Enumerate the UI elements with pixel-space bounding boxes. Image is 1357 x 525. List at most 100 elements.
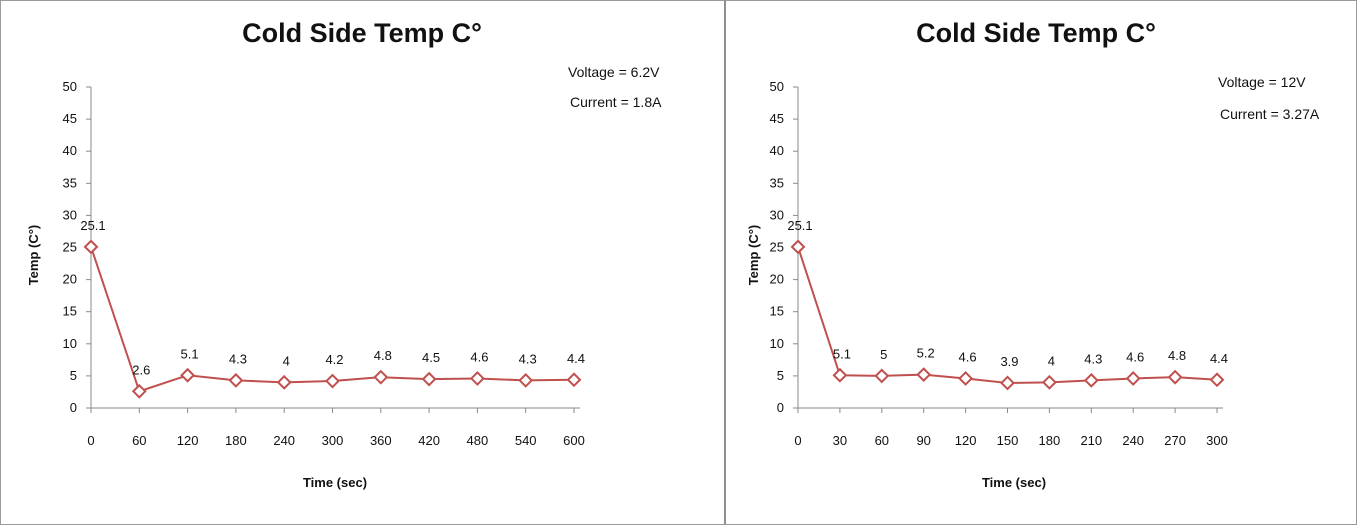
data-label: 4	[1048, 353, 1055, 368]
x-tick-label: 270	[1164, 433, 1186, 448]
x-tick-label: 480	[467, 433, 489, 448]
x-tick-label: 150	[997, 433, 1019, 448]
chart-title: Cold Side Temp C°	[916, 18, 1156, 48]
data-point-marker	[180, 367, 196, 383]
data-label: 4.8	[1168, 348, 1186, 363]
x-tick-label: 90	[916, 433, 930, 448]
x-axis-label: Time (sec)	[303, 475, 367, 490]
data-point-marker	[421, 371, 437, 387]
y-tick-label: 15	[770, 304, 784, 319]
panel-divider	[724, 0, 726, 525]
x-tick-label: 360	[370, 433, 392, 448]
y-tick-label: 50	[63, 79, 77, 94]
y-tick-label: 5	[70, 368, 77, 383]
x-tick-label: 240	[1122, 433, 1144, 448]
voltage-annotation: Voltage = 6.2V	[568, 64, 660, 80]
x-tick-label: 60	[132, 433, 146, 448]
data-label: 25.1	[787, 218, 812, 233]
data-point-marker	[1209, 372, 1225, 388]
data-point-marker	[373, 369, 389, 385]
data-point-marker	[325, 373, 340, 389]
data-point-marker	[832, 367, 848, 383]
y-tick-label: 0	[70, 400, 77, 415]
chart-right: Cold Side Temp C° Voltage = 12V Current …	[746, 18, 1320, 490]
data-point-marker	[1083, 372, 1099, 388]
data-point-marker	[1000, 375, 1015, 391]
data-point-marker	[566, 372, 582, 388]
data-point-marker	[1041, 374, 1057, 390]
x-tick-label: 600	[563, 433, 585, 448]
y-tick-label: 0	[777, 400, 784, 415]
y-tick-label: 50	[770, 79, 784, 94]
data-label: 4.4	[1210, 351, 1228, 366]
x-tick-label: 120	[177, 433, 199, 448]
data-label: 3.9	[1000, 354, 1018, 369]
y-tick-label: 40	[770, 143, 784, 158]
x-tick-label: 0	[794, 433, 801, 448]
y-tick-label: 15	[63, 304, 77, 319]
x-tick-label: 210	[1080, 433, 1102, 448]
data-label: 2.6	[132, 362, 150, 377]
data-label: 4.6	[959, 349, 977, 364]
chart-title: Cold Side Temp C°	[242, 18, 482, 48]
data-label: 4.3	[519, 351, 537, 366]
voltage-annotation: Voltage = 12V	[1218, 74, 1306, 90]
x-tick-label: 300	[1206, 433, 1228, 448]
data-label: 5.2	[917, 346, 935, 361]
y-tick-label: 10	[63, 336, 77, 351]
x-tick-label: 120	[955, 433, 977, 448]
data-label: 5.1	[181, 346, 199, 361]
y-tick-label: 35	[770, 175, 784, 190]
x-tick-label: 180	[1039, 433, 1061, 448]
y-tick-label: 30	[770, 207, 784, 222]
data-point-marker	[469, 371, 485, 386]
y-tick-label: 20	[63, 272, 77, 287]
y-tick-label: 35	[63, 175, 77, 190]
y-axis-label: Temp (C°)	[26, 225, 41, 286]
x-tick-label: 30	[833, 433, 847, 448]
data-point-marker	[874, 368, 890, 384]
series-line	[90, 246, 575, 393]
x-tick-label: 60	[875, 433, 889, 448]
x-axis-label: Time (sec)	[982, 475, 1046, 490]
data-point-marker	[1167, 369, 1183, 385]
data-point-marker	[958, 371, 974, 386]
x-tick-label: 540	[515, 433, 537, 448]
x-tick-label: 420	[418, 433, 440, 448]
y-axis-label: Temp (C°)	[746, 225, 761, 286]
data-label: 4.6	[1126, 349, 1144, 364]
x-tick-label: 0	[87, 433, 94, 448]
data-point-marker	[131, 383, 147, 399]
data-point-marker	[790, 239, 806, 255]
y-tick-label: 30	[63, 207, 77, 222]
y-tick-label: 5	[777, 368, 784, 383]
data-label: 4.3	[229, 351, 247, 366]
y-tick-label: 10	[770, 336, 784, 351]
data-point-marker	[228, 372, 244, 388]
x-tick-label: 240	[273, 433, 295, 448]
data-point-marker	[916, 367, 932, 383]
data-point-marker	[276, 374, 292, 390]
data-point-marker	[83, 239, 99, 255]
data-label: 4.5	[422, 350, 440, 365]
data-label: 4.3	[1084, 351, 1102, 366]
chart-left: Cold Side Temp C° Voltage = 6.2V Current…	[26, 18, 662, 490]
y-tick-label: 20	[770, 272, 784, 287]
y-tick-label: 45	[63, 111, 77, 126]
x-tick-label: 300	[322, 433, 344, 448]
data-label: 4	[283, 353, 290, 368]
data-point-marker	[518, 372, 534, 388]
current-annotation: Current = 3.27A	[1220, 106, 1320, 122]
y-tick-label: 25	[63, 240, 77, 255]
data-label: 25.1	[80, 218, 105, 233]
data-point-marker	[1125, 371, 1141, 386]
data-label: 4.6	[470, 349, 488, 364]
y-tick-label: 25	[770, 240, 784, 255]
y-tick-label: 40	[63, 143, 77, 158]
data-label: 4.8	[374, 348, 392, 363]
data-label: 4.2	[325, 352, 343, 367]
y-tick-label: 45	[770, 111, 784, 126]
current-annotation: Current = 1.8A	[570, 94, 662, 110]
data-label: 4.4	[567, 351, 585, 366]
x-tick-label: 180	[225, 433, 247, 448]
